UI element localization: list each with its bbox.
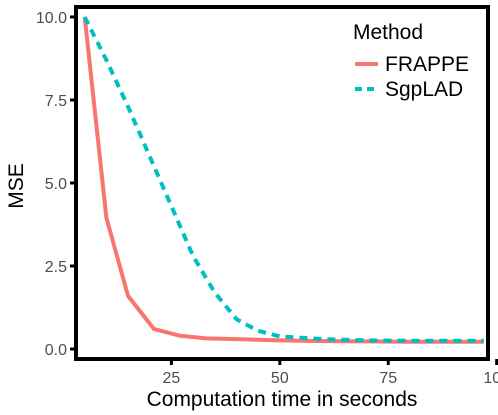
axes: 25 50 75 100 0.0 2.5 5.0 7.5 10.0 bbox=[36, 5, 498, 387]
legend-label-frappe: FRAPPE bbox=[385, 53, 469, 76]
x-axis-label: Computation time in seconds bbox=[147, 388, 418, 411]
legend-title: Method bbox=[353, 21, 423, 44]
y-tick-label: 2.5 bbox=[45, 259, 67, 276]
x-tick-label: 100 bbox=[483, 370, 498, 387]
x-tick-label: 75 bbox=[379, 370, 397, 387]
x-tick-label: 25 bbox=[163, 370, 181, 387]
series-line-sgplad bbox=[82, 16, 484, 343]
y-tick-label: 5.0 bbox=[45, 176, 67, 193]
x-tick-label: 50 bbox=[271, 370, 289, 387]
y-tick-label: 0.0 bbox=[45, 342, 67, 359]
plot-area bbox=[82, 16, 484, 344]
y-tick-label: 10.0 bbox=[36, 10, 67, 27]
y-axis-label: MSE bbox=[5, 163, 28, 209]
legend-label-sgplad: SgpLAD bbox=[385, 78, 463, 101]
y-tick-label: 7.5 bbox=[45, 93, 67, 110]
